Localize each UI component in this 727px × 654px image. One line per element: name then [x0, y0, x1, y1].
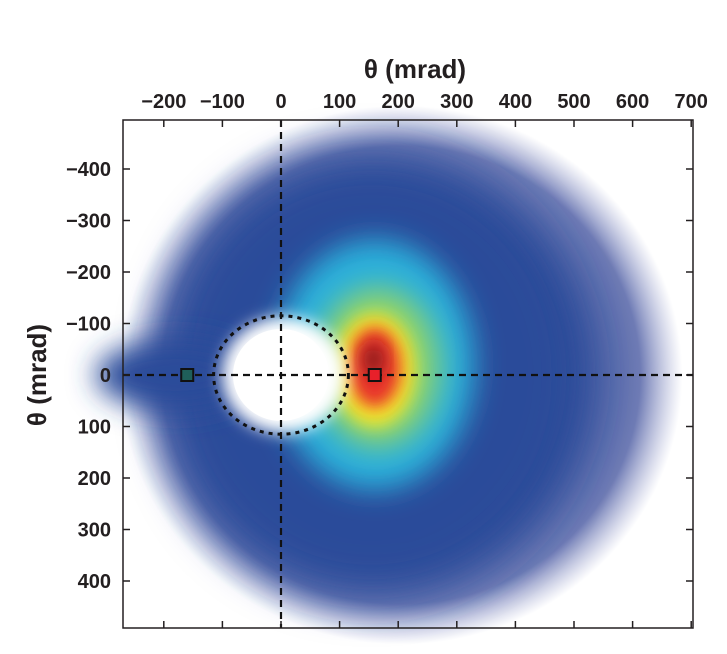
heatmap-peak: [363, 343, 384, 376]
marker-square-2: [367, 368, 382, 382]
reference-circle: [212, 314, 350, 436]
y-tick-label: 400: [78, 571, 111, 593]
x-tick-label: 200: [382, 91, 415, 113]
x-tick-label: 100: [323, 91, 356, 113]
y-tick-label: −200: [66, 262, 111, 284]
y-tick-label: 200: [78, 468, 111, 490]
y-tick-label: −300: [66, 211, 111, 233]
y-tick-label: 300: [78, 520, 111, 542]
x-tick-label: 300: [440, 91, 473, 113]
x-tick-label: 500: [557, 91, 590, 113]
y-tick-label: −400: [66, 159, 111, 181]
y-axis-label: θ (mrad): [22, 324, 52, 426]
y-tick-label: −100: [66, 314, 111, 336]
y-tick-label: 100: [78, 417, 111, 439]
x-axis-label: θ (mrad): [364, 54, 466, 84]
x-tick-label: 0: [275, 91, 286, 113]
x-tick-label: 400: [499, 91, 532, 113]
x-tick-label: 600: [616, 91, 649, 113]
x-tick-label: −200: [141, 91, 186, 113]
marker-square-1: [180, 368, 195, 382]
x-tick-label: −100: [200, 91, 245, 113]
y-tick-label: 0: [100, 365, 111, 387]
x-tick-label: 700: [675, 91, 708, 113]
